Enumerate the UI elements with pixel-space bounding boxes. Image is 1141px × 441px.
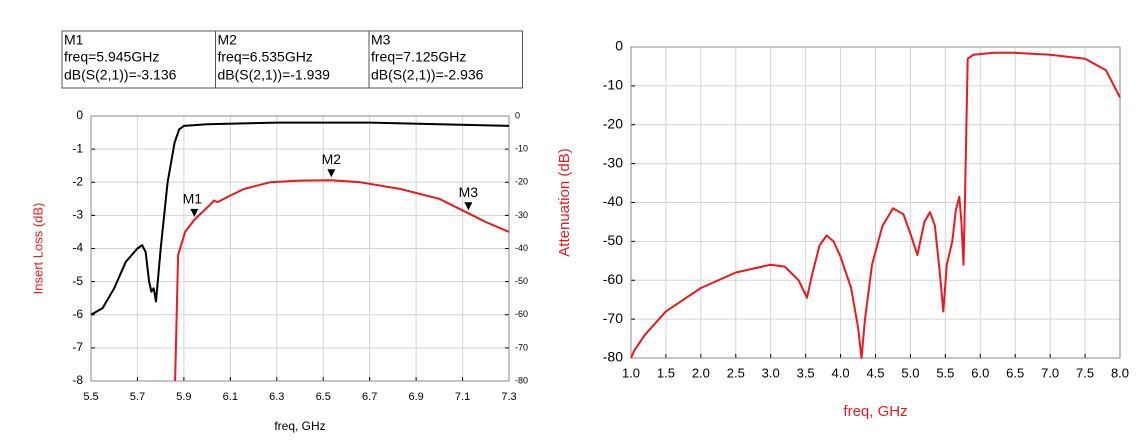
marker-triangle: [190, 208, 199, 217]
x-tick-label: 3.5: [797, 365, 815, 380]
x-tick-label: 5.0: [901, 365, 919, 380]
y-axis-label: Attenuation (dB): [556, 148, 573, 256]
marker-name: M1: [64, 32, 84, 48]
y-tick-label: 0: [76, 108, 83, 122]
y-tick-label: -8: [72, 373, 83, 387]
plot-frame: [90, 115, 510, 382]
marker-label: M3: [459, 184, 479, 200]
y-tick-label: -1: [72, 141, 83, 155]
y-tick-label: -5: [72, 274, 83, 288]
marker-freq: freq=7.125GHz: [371, 49, 466, 65]
y-tick-label: -2: [72, 174, 83, 188]
marker-freq: freq=6.535GHz: [218, 49, 313, 65]
y2-tick-label: -30: [515, 210, 528, 220]
x-tick-label: 2.0: [692, 365, 710, 380]
x-tick-label: 6.5: [1006, 365, 1024, 380]
y-tick-label: -40: [603, 193, 623, 209]
x-tick-label: 5.9: [176, 391, 191, 403]
y2-tick-label: -20: [515, 177, 528, 187]
marker-label: M1: [183, 191, 203, 207]
x-tick-label: 7.1: [455, 391, 470, 403]
plot-frame: [630, 46, 1121, 359]
marker-freq: freq=5.945GHz: [64, 49, 159, 65]
marker-label: M2: [322, 151, 342, 167]
x-tick-label: 1.5: [657, 365, 675, 380]
x-tick-label: 6.7: [362, 391, 377, 403]
y-tick-label: -3: [72, 208, 83, 222]
x-tick-label: 6.9: [408, 391, 423, 403]
x-tick-label: 5.7: [130, 391, 145, 403]
y2-tick-label: 0: [515, 110, 520, 120]
marker-value: dB(S(2,1))=-3.136: [64, 67, 177, 83]
x-tick-label: 7.0: [1041, 365, 1059, 380]
y-tick-label: -20: [603, 115, 623, 131]
x-tick-label: 6.5: [316, 391, 331, 403]
y2-tick-label: -40: [515, 243, 528, 253]
y-tick-label: -30: [603, 154, 623, 170]
marker-triangle: [327, 169, 336, 178]
y2-tick-label: -50: [515, 276, 528, 286]
x-tick-label: 5.5: [936, 365, 954, 380]
x-tick-label: 6.0: [971, 365, 989, 380]
marker-name: M3: [371, 32, 391, 48]
x-tick-label: 4.5: [866, 365, 884, 380]
marker-value: dB(S(2,1))=-2.936: [371, 67, 484, 83]
x-tick-label: 2.5: [727, 365, 745, 380]
series-line: [90, 121, 510, 316]
marker-name: M2: [218, 32, 238, 48]
x-tick-label: 7.3: [501, 391, 516, 403]
x-tick-label: 6.1: [223, 391, 238, 403]
y-tick-label: -4: [72, 241, 83, 255]
x-tick-label: 6.3: [269, 391, 284, 403]
y-tick-label: -60: [603, 271, 623, 287]
x-tick-label: 8.0: [1111, 365, 1129, 380]
x-tick-label: 5.5: [83, 391, 98, 403]
x-tick-label: 7.5: [1076, 365, 1094, 380]
series-line: [174, 179, 510, 382]
marker-triangle: [464, 202, 473, 211]
marker-value: dB(S(2,1))=-1.939: [218, 67, 331, 83]
x-tick-label: 4.0: [832, 365, 850, 380]
y-axis-label: Insert Loss (dB): [30, 203, 45, 295]
y2-tick-label: -10: [515, 144, 528, 154]
y2-tick-label: -60: [515, 309, 528, 319]
y-tick-label: 0: [615, 38, 623, 54]
y2-tick-label: -70: [515, 342, 528, 352]
x-axis-label: freq, GHz: [843, 403, 907, 420]
x-axis-label: freq, GHz: [274, 419, 325, 433]
y2-tick-label: -80: [515, 375, 528, 385]
y-tick-label: -50: [603, 232, 623, 248]
series-line: [630, 51, 1121, 359]
y-tick-label: -80: [603, 349, 623, 365]
x-tick-label: 1.0: [622, 365, 640, 380]
y-tick-label: -6: [72, 307, 83, 321]
y-tick-label: -70: [603, 310, 623, 326]
x-tick-label: 3.0: [762, 365, 780, 380]
y-tick-label: -7: [72, 340, 83, 354]
y-tick-label: -10: [603, 77, 623, 93]
marker-cell: [368, 30, 523, 89]
